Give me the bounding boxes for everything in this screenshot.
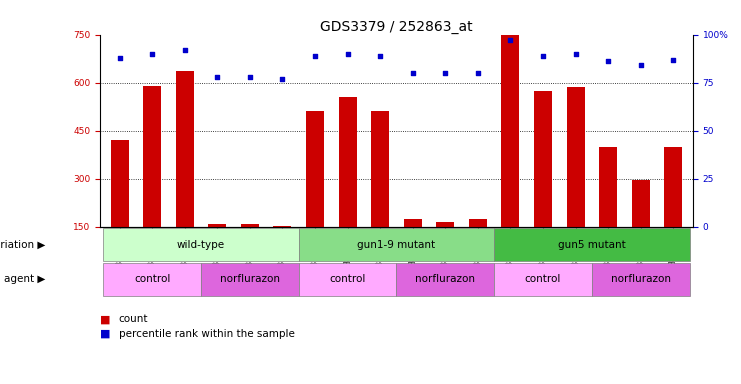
Text: gun5 mutant: gun5 mutant bbox=[558, 240, 625, 250]
Text: control: control bbox=[525, 274, 561, 285]
Bar bbox=[404, 218, 422, 227]
Point bbox=[439, 70, 451, 76]
Text: control: control bbox=[330, 274, 366, 285]
Bar bbox=[176, 71, 193, 227]
Point bbox=[113, 55, 125, 61]
Bar bbox=[494, 263, 592, 296]
Title: GDS3379 / 252863_at: GDS3379 / 252863_at bbox=[320, 20, 473, 33]
Bar bbox=[371, 111, 389, 227]
Point bbox=[537, 53, 549, 59]
Point bbox=[244, 74, 256, 80]
Bar bbox=[665, 147, 682, 227]
Point bbox=[374, 53, 386, 59]
Text: norflurazon: norflurazon bbox=[611, 274, 671, 285]
Bar bbox=[208, 224, 226, 227]
Bar bbox=[103, 263, 201, 296]
Bar bbox=[632, 180, 650, 227]
Point bbox=[146, 51, 158, 57]
Bar bbox=[103, 228, 299, 261]
Text: wild-type: wild-type bbox=[177, 240, 225, 250]
Text: agent ▶: agent ▶ bbox=[4, 274, 46, 285]
Text: ■: ■ bbox=[100, 314, 110, 324]
Point bbox=[276, 76, 288, 82]
Bar bbox=[396, 263, 494, 296]
Bar bbox=[273, 226, 291, 227]
Text: norflurazon: norflurazon bbox=[220, 274, 280, 285]
Text: percentile rank within the sample: percentile rank within the sample bbox=[119, 329, 294, 339]
Point bbox=[407, 70, 419, 76]
Bar bbox=[502, 35, 519, 227]
Bar bbox=[534, 91, 552, 227]
Bar bbox=[143, 86, 161, 227]
Point bbox=[179, 47, 190, 53]
Point bbox=[668, 56, 679, 63]
Bar bbox=[110, 140, 128, 227]
Bar bbox=[299, 228, 494, 261]
Text: norflurazon: norflurazon bbox=[415, 274, 475, 285]
Point bbox=[505, 37, 516, 43]
Bar bbox=[306, 111, 324, 227]
Bar bbox=[567, 88, 585, 227]
Text: control: control bbox=[134, 274, 170, 285]
Bar bbox=[592, 263, 690, 296]
Text: gun1-9 mutant: gun1-9 mutant bbox=[357, 240, 436, 250]
Bar bbox=[339, 97, 356, 227]
Point bbox=[211, 74, 223, 80]
Point bbox=[472, 70, 484, 76]
Bar bbox=[436, 222, 454, 227]
Point bbox=[635, 62, 647, 68]
Bar bbox=[201, 263, 299, 296]
Bar bbox=[469, 218, 487, 227]
Text: ■: ■ bbox=[100, 329, 110, 339]
Text: genotype/variation ▶: genotype/variation ▶ bbox=[0, 240, 46, 250]
Point bbox=[342, 51, 353, 57]
Bar bbox=[241, 224, 259, 227]
Point bbox=[570, 51, 582, 57]
Bar bbox=[494, 228, 690, 261]
Bar bbox=[299, 263, 396, 296]
Point bbox=[309, 53, 321, 59]
Bar bbox=[599, 147, 617, 227]
Point bbox=[602, 58, 614, 65]
Text: count: count bbox=[119, 314, 148, 324]
